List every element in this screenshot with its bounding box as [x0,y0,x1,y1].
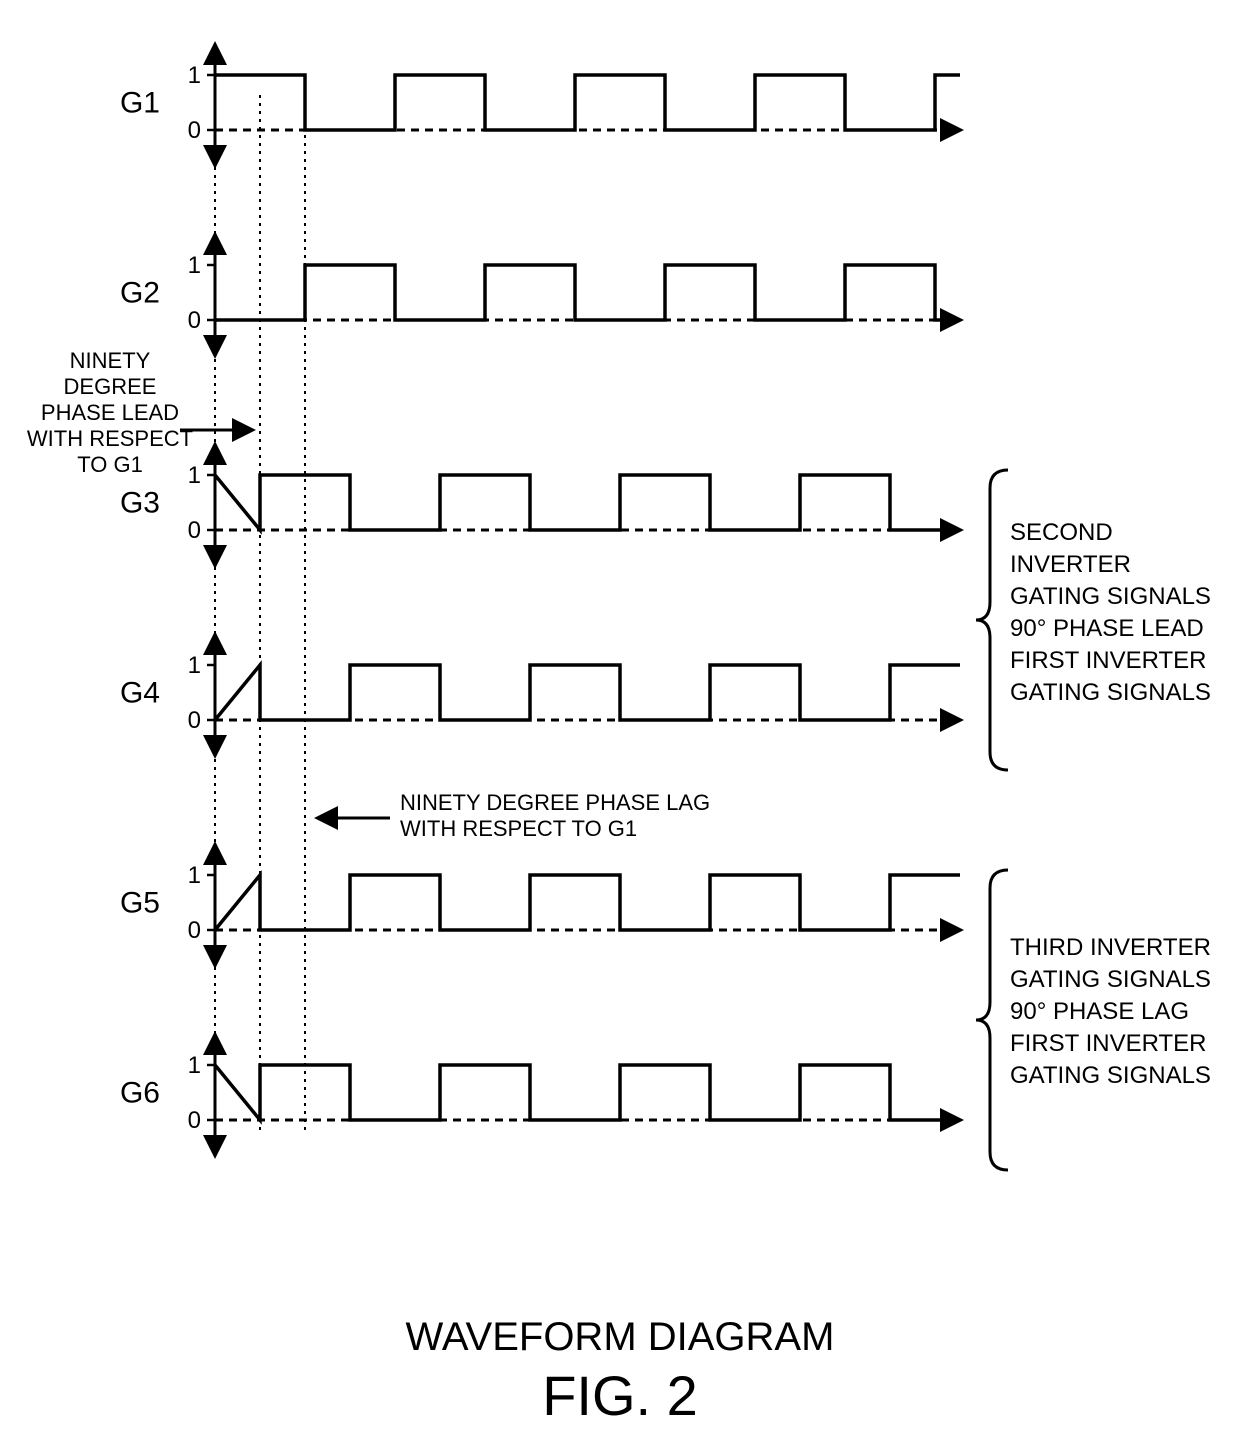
waveform-G3 [215,475,960,530]
figure-title: WAVEFORM DIAGRAM [406,1315,835,1359]
note-second-inverter: SECOND [1010,519,1113,546]
waveform-diagram: 0 1 G1 0 1 G2 0 1 G3 0 1 G4 0 1 G5 0 1 G6 NINETYDEGREEPHAS… [0,0,1240,1455]
note-second-inverter: GATING SIGNALS [1010,583,1211,610]
note-phase-lag: WITH RESPECT TO G1 [400,816,637,841]
tick-label-0: 0 [188,517,201,544]
brace [976,470,1008,770]
note-second-inverter: 90° PHASE LEAD [1010,615,1204,642]
waveform-G6 [215,1065,960,1120]
note-phase-lead: NINETY [70,348,151,373]
note-third-inverter: GATING SIGNALS [1010,1062,1211,1089]
waveform-G2 [215,265,960,320]
tick-label-1: 1 [188,62,201,89]
waveform-label: G1 [120,87,160,120]
note-phase-lag: NINETY DEGREE PHASE LAG [400,790,710,815]
tick-label-0: 0 [188,117,201,144]
tick-label-0: 0 [188,307,201,334]
tick-label-1: 1 [188,652,201,679]
tick-label-0: 0 [188,917,201,944]
note-third-inverter: FIRST INVERTER [1010,1030,1206,1057]
brace [976,870,1008,1170]
waveform-label: G4 [120,677,160,710]
waveform-G4 [215,665,960,720]
note-third-inverter: 90° PHASE LAG [1010,998,1189,1025]
waveform-label: G6 [120,1077,160,1110]
figure-number: FIG. 2 [542,1364,698,1427]
note-phase-lead: WITH RESPECT [27,426,193,451]
note-phase-lead: TO G1 [77,452,143,477]
tick-label-1: 1 [188,462,201,489]
waveform-G1 [215,75,960,130]
tick-label-0: 0 [188,1107,201,1134]
note-third-inverter: GATING SIGNALS [1010,966,1211,993]
tick-label-1: 1 [188,1052,201,1079]
note-phase-lead: DEGREE [64,374,157,399]
note-third-inverter: THIRD INVERTER [1010,934,1211,961]
note-phase-lead: PHASE LEAD [41,400,179,425]
waveform-G5 [215,875,960,930]
note-second-inverter: FIRST INVERTER [1010,647,1206,674]
tick-label-1: 1 [188,252,201,279]
waveform-label: G3 [120,487,160,520]
tick-label-0: 0 [188,707,201,734]
waveform-label: G2 [120,277,160,310]
note-second-inverter: INVERTER [1010,551,1131,578]
note-second-inverter: GATING SIGNALS [1010,679,1211,706]
waveform-label: G5 [120,887,160,920]
tick-label-1: 1 [188,862,201,889]
